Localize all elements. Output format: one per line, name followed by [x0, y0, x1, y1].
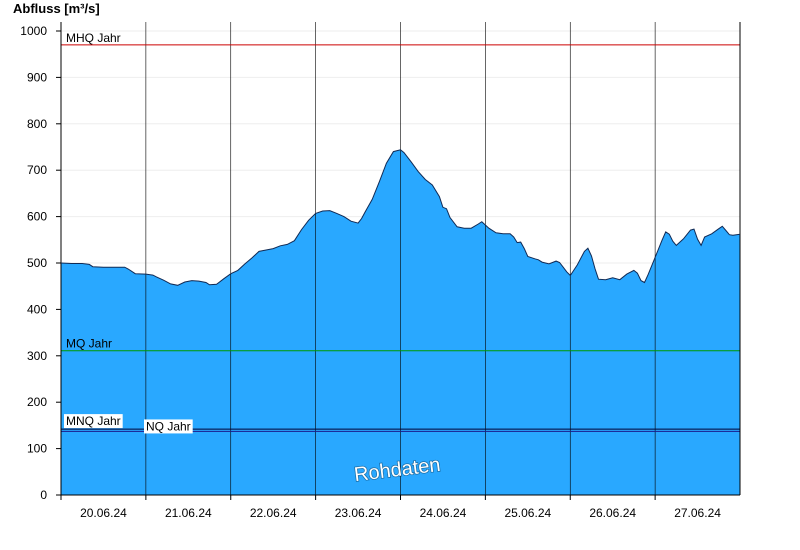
ref-label-mnq-jahr: MNQ Jahr: [66, 414, 121, 428]
y-tick-label: 900: [27, 70, 47, 84]
y-tick-label: 0: [40, 488, 47, 502]
y-tick-label: 100: [27, 442, 47, 456]
y-axis-title: Abfluss [m³/s]: [13, 1, 100, 16]
x-tick-label: 27.06.24: [674, 506, 721, 520]
y-tick-labels: 0 100 200 300 400 500 600 700 800 900 1000: [20, 24, 47, 502]
discharge-line: [60, 149, 741, 286]
x-tick-labels: 20.06.24 21.06.24 22.06.24 23.06.24 24.06.24…: [80, 506, 721, 520]
x-tick-label: 24.06.24: [420, 506, 467, 520]
ref-label-mhq-jahr: MHQ Jahr: [66, 31, 121, 45]
y-tick-label: 700: [27, 163, 47, 177]
reference-lines: MHQ Jahr MQ Jahr MNQ Jahr NQ Jahr: [61, 31, 740, 434]
x-tick-label: 21.06.24: [165, 506, 212, 520]
ref-label-nq-jahr: NQ Jahr: [146, 419, 191, 433]
x-tick-label: 22.06.24: [250, 506, 297, 520]
ref-label-bg: [144, 419, 193, 434]
ref-label-bg: [64, 414, 123, 429]
x-tick-label: 20.06.24: [80, 506, 127, 520]
y-tick-label: 1000: [20, 24, 47, 38]
y-tick-label: 200: [27, 395, 47, 409]
axes: [56, 22, 741, 500]
y-tick-label: 800: [27, 117, 47, 131]
ref-label-mq-jahr: MQ Jahr: [66, 337, 112, 351]
y-tick-label: 500: [27, 256, 47, 270]
x-tick-label: 25.06.24: [504, 506, 551, 520]
x-tick-label: 23.06.24: [335, 506, 382, 520]
y-tick-label: 400: [27, 302, 47, 316]
y-tick-label: 300: [27, 349, 47, 363]
y-tick-label: 600: [27, 210, 47, 224]
x-tick-label: 26.06.24: [589, 506, 636, 520]
